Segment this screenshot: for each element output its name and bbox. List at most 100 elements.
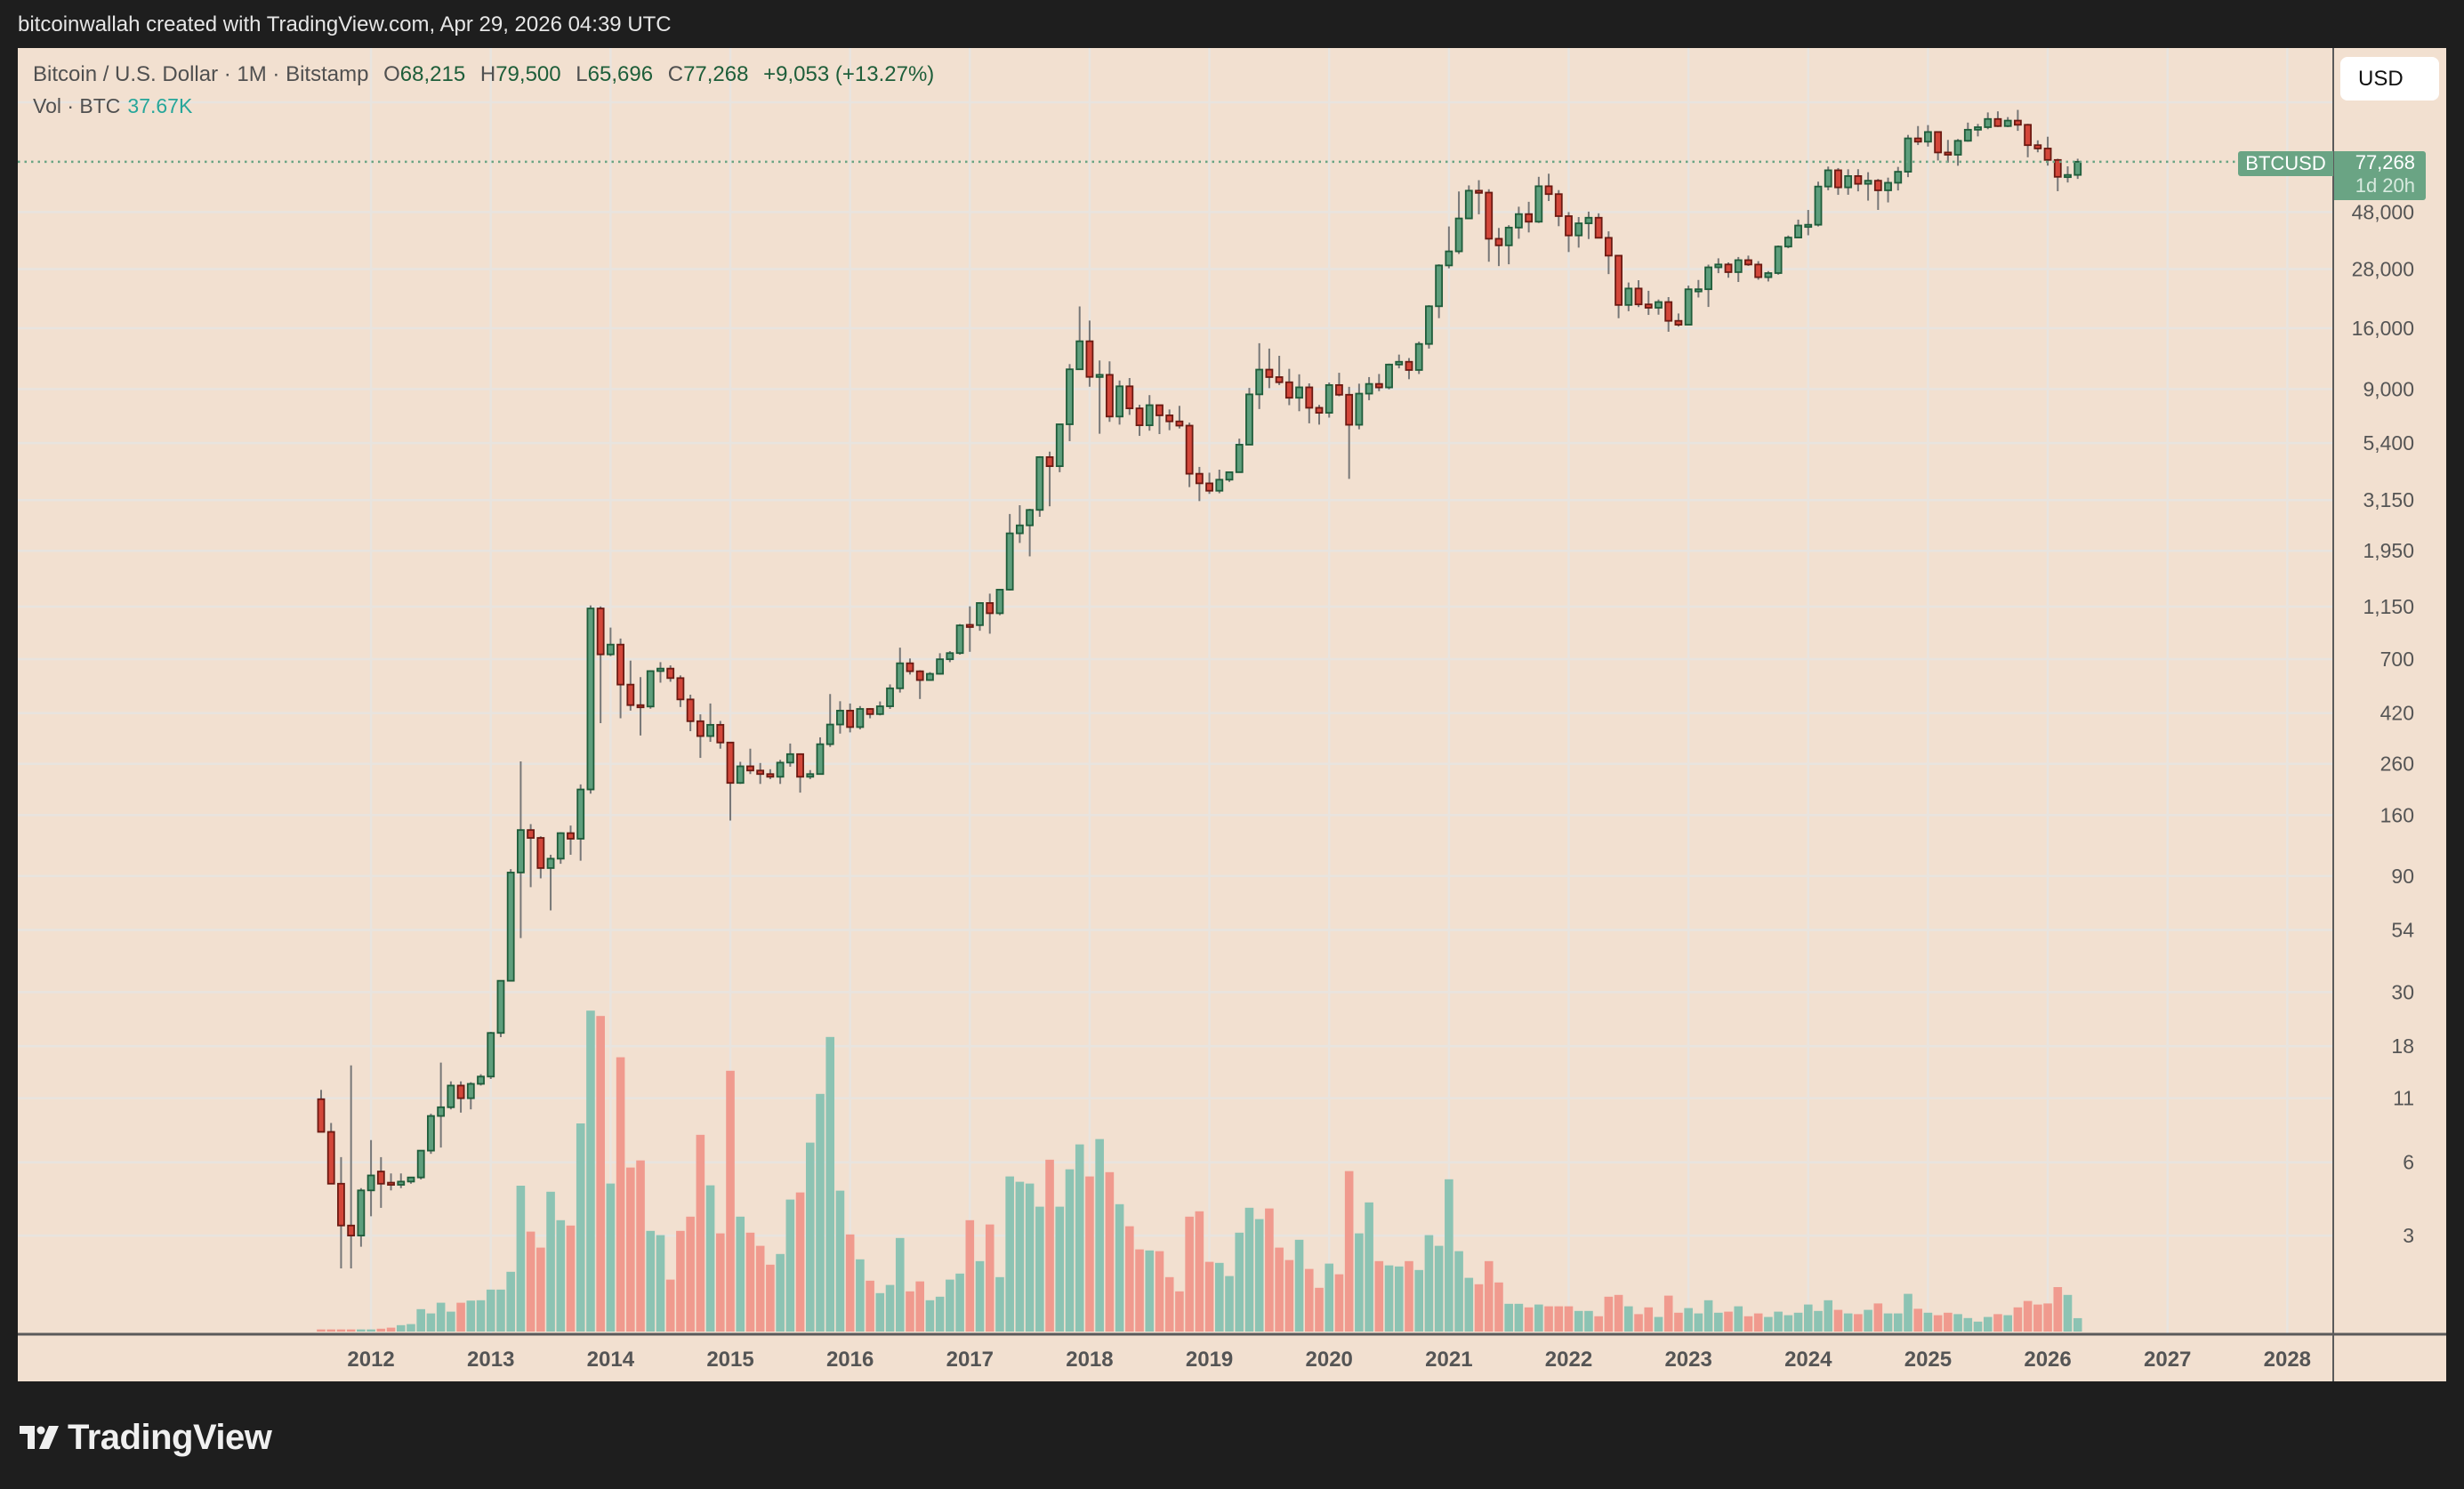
symbol-title[interactable]: Bitcoin / U.S. Dollar · 1M · Bitstamp xyxy=(33,62,369,86)
candle[interactable] xyxy=(706,703,714,743)
candle[interactable] xyxy=(1215,470,1224,494)
candle[interactable] xyxy=(1414,342,1423,374)
candle[interactable] xyxy=(456,1081,465,1113)
candle[interactable] xyxy=(1284,368,1293,406)
candle[interactable] xyxy=(1554,189,1563,227)
candle[interactable] xyxy=(746,748,754,775)
candle[interactable] xyxy=(1614,254,1623,318)
candle[interactable] xyxy=(785,743,794,767)
candle[interactable] xyxy=(416,1149,425,1180)
candle[interactable] xyxy=(766,769,775,779)
candle[interactable] xyxy=(1744,255,1752,266)
candle[interactable] xyxy=(886,684,894,709)
candle[interactable] xyxy=(1934,131,1943,161)
candle[interactable] xyxy=(1904,134,1912,178)
candle[interactable] xyxy=(1045,451,1054,507)
candle[interactable] xyxy=(806,769,815,779)
candle[interactable] xyxy=(1794,219,1802,238)
candle[interactable] xyxy=(1674,313,1683,327)
candle[interactable] xyxy=(1604,231,1613,275)
candle[interactable] xyxy=(1814,181,1823,227)
candle[interactable] xyxy=(1005,513,1014,591)
candle[interactable] xyxy=(596,606,605,723)
candle[interactable] xyxy=(1485,189,1494,262)
candle[interactable] xyxy=(936,653,945,675)
candle[interactable] xyxy=(1963,122,1972,142)
candle[interactable] xyxy=(1844,169,1853,195)
candle[interactable] xyxy=(1195,466,1204,502)
candle[interactable] xyxy=(816,736,825,776)
candle[interactable] xyxy=(976,601,984,632)
candle[interactable] xyxy=(606,627,615,656)
candle[interactable] xyxy=(1873,179,1882,210)
candle[interactable] xyxy=(1494,228,1503,267)
candle[interactable] xyxy=(1734,256,1743,283)
candle[interactable] xyxy=(926,672,934,681)
candle[interactable] xyxy=(856,705,865,730)
candle[interactable] xyxy=(1035,455,1044,517)
candle[interactable] xyxy=(1924,125,1932,147)
candle[interactable] xyxy=(1804,210,1813,236)
candle[interactable] xyxy=(527,824,535,888)
candle[interactable] xyxy=(2033,140,2042,153)
candle[interactable] xyxy=(1565,212,1573,253)
candle[interactable] xyxy=(955,624,964,655)
candle[interactable] xyxy=(376,1156,385,1208)
candle[interactable] xyxy=(347,1065,356,1268)
candle[interactable] xyxy=(466,1082,475,1110)
candle[interactable] xyxy=(1405,358,1413,380)
candle[interactable] xyxy=(1953,139,1962,166)
candle[interactable] xyxy=(656,662,664,683)
candle[interactable] xyxy=(1016,505,1024,543)
candle[interactable] xyxy=(1165,409,1174,431)
candle[interactable] xyxy=(716,720,725,749)
candle[interactable] xyxy=(1105,361,1114,423)
candle[interactable] xyxy=(1574,217,1583,248)
candle[interactable] xyxy=(1066,364,1074,441)
candle[interactable] xyxy=(407,1176,415,1184)
candle[interactable] xyxy=(1385,363,1393,390)
candle[interactable] xyxy=(1834,167,1842,196)
candle[interactable] xyxy=(776,760,785,785)
candle[interactable] xyxy=(736,761,745,785)
candle[interactable] xyxy=(2013,109,2022,132)
candle[interactable] xyxy=(1075,306,1084,371)
candle[interactable] xyxy=(1544,173,1553,201)
candle[interactable] xyxy=(2003,117,2012,127)
candle[interactable] xyxy=(1095,360,1104,434)
candle[interactable] xyxy=(906,658,914,675)
candle[interactable] xyxy=(1175,406,1184,429)
candle[interactable] xyxy=(1156,404,1164,435)
candle[interactable] xyxy=(1584,211,1593,239)
candle[interactable] xyxy=(357,1187,366,1247)
candle[interactable] xyxy=(427,1114,435,1155)
candle[interactable] xyxy=(1135,405,1144,437)
candle[interactable] xyxy=(1854,169,1863,192)
candle[interactable] xyxy=(666,664,675,682)
candle[interactable] xyxy=(1115,380,1123,425)
candle[interactable] xyxy=(1255,342,1264,409)
candle[interactable] xyxy=(1993,111,2002,127)
candle[interactable] xyxy=(1515,206,1523,239)
candle[interactable] xyxy=(487,1032,495,1079)
candle[interactable] xyxy=(986,593,994,634)
candle[interactable] xyxy=(1315,405,1324,425)
candle[interactable] xyxy=(1305,382,1314,423)
candle[interactable] xyxy=(1295,374,1303,412)
candle[interactable] xyxy=(1525,201,1534,233)
candle[interactable] xyxy=(1245,388,1253,446)
candle[interactable] xyxy=(1185,423,1194,487)
candle[interactable] xyxy=(1125,378,1134,415)
candle[interactable] xyxy=(836,701,844,734)
candle[interactable] xyxy=(546,854,555,911)
candle[interactable] xyxy=(1275,355,1284,385)
candle[interactable] xyxy=(686,694,695,732)
candle[interactable] xyxy=(1754,261,1763,280)
candle[interactable] xyxy=(915,670,924,699)
candle[interactable] xyxy=(1913,125,1922,146)
candle[interactable] xyxy=(447,1081,455,1110)
candle[interactable] xyxy=(1395,354,1404,369)
candle[interactable] xyxy=(1824,166,1832,190)
candle[interactable] xyxy=(1644,290,1653,316)
candle[interactable] xyxy=(646,670,655,709)
